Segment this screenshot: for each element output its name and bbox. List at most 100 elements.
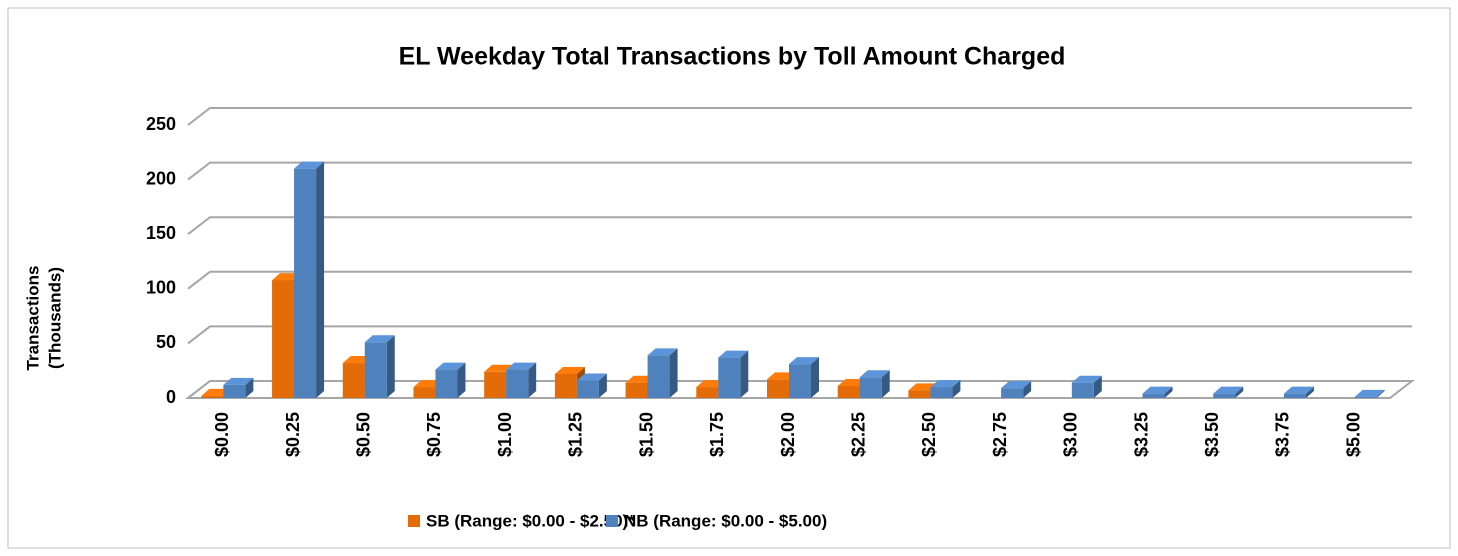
grid-line xyxy=(187,380,1412,399)
bar xyxy=(294,168,317,398)
grid-line xyxy=(187,107,1412,126)
x-tick-label: $1.75 xyxy=(707,412,727,457)
bar-side xyxy=(740,350,749,398)
bar-top xyxy=(435,362,466,370)
bar-top xyxy=(223,377,254,385)
bar-top xyxy=(576,373,607,381)
y-tick-label: 50 xyxy=(156,332,176,352)
bar xyxy=(201,395,224,398)
bar-top xyxy=(1283,386,1314,394)
y-tick-label: 0 xyxy=(166,387,176,407)
bar-top xyxy=(930,380,961,388)
bar xyxy=(342,363,365,398)
bar xyxy=(506,369,529,398)
bar-side xyxy=(1305,386,1314,398)
y-axis-label: (Thousands) xyxy=(45,267,64,369)
bar xyxy=(1071,382,1094,398)
x-tick-label: $2.50 xyxy=(919,412,939,457)
x-tick-label: $0.75 xyxy=(424,412,444,457)
y-axis-label: Transactions xyxy=(23,266,42,371)
bar-side xyxy=(881,370,890,398)
bar-side xyxy=(386,335,395,398)
bar-top xyxy=(364,335,395,343)
bar xyxy=(1001,388,1024,398)
x-tick-label: $1.00 xyxy=(495,412,515,457)
bar xyxy=(576,380,599,398)
bar-top xyxy=(859,370,890,378)
y-tick-label: 100 xyxy=(146,278,176,298)
bar xyxy=(837,385,860,398)
bar-top xyxy=(1071,375,1102,383)
bar-side xyxy=(811,357,819,398)
x-tick-label: $0.25 xyxy=(283,412,303,457)
bar xyxy=(908,390,931,398)
bar-side xyxy=(245,377,254,398)
x-tick-label: $0.00 xyxy=(212,412,232,457)
y-tick-label: 250 xyxy=(146,114,176,134)
bar-top xyxy=(1001,381,1032,389)
bar xyxy=(789,364,811,398)
x-tick-label: $3.50 xyxy=(1202,412,1222,457)
bar-top xyxy=(554,366,585,374)
bar xyxy=(625,382,648,398)
bar-side xyxy=(316,161,325,398)
bar-side xyxy=(1023,381,1032,398)
chart-border xyxy=(7,7,1451,549)
bar-side xyxy=(528,362,537,398)
bar xyxy=(435,369,458,398)
bar-top xyxy=(1142,386,1173,394)
bar-side xyxy=(1376,389,1385,398)
x-tick-label: $0.50 xyxy=(354,412,374,457)
bar xyxy=(484,371,507,398)
bar-top xyxy=(1354,389,1385,397)
legend-label: NB (Range: $0.00 - $5.00) xyxy=(624,511,827,530)
bar xyxy=(223,384,246,398)
bar xyxy=(1213,393,1236,398)
x-tick-label: $3.00 xyxy=(1061,412,1081,457)
bar-top xyxy=(1213,386,1244,394)
bar xyxy=(413,387,436,398)
grid-line xyxy=(187,161,1412,181)
bar-side xyxy=(598,373,607,398)
bar-top xyxy=(506,362,537,370)
bar xyxy=(1142,393,1165,398)
x-tick-label: $2.25 xyxy=(848,412,868,457)
bar-side xyxy=(669,348,678,398)
grid-line xyxy=(187,216,1412,235)
grid-line xyxy=(187,325,1412,345)
grid-line xyxy=(187,270,1412,290)
bar-top xyxy=(789,357,819,365)
bar xyxy=(696,387,719,398)
x-tick-label: $2.00 xyxy=(778,412,798,457)
bar xyxy=(647,355,670,398)
legend-swatch xyxy=(606,515,618,527)
bar xyxy=(272,280,295,398)
chart-title: EL Weekday Total Transactions by Toll Am… xyxy=(399,43,1066,71)
x-tick-label: $1.50 xyxy=(636,412,656,457)
bar xyxy=(554,373,577,398)
x-tick-label: $3.75 xyxy=(1273,412,1293,457)
bar-top xyxy=(718,350,749,358)
bar-side xyxy=(1235,386,1244,398)
y-tick-label: 150 xyxy=(146,223,176,243)
bar xyxy=(718,357,741,398)
x-tick-label: $1.25 xyxy=(566,412,586,457)
y-tick-label: 200 xyxy=(146,168,176,188)
x-tick-label: $3.25 xyxy=(1131,412,1151,457)
legend-swatch xyxy=(408,515,420,527)
bar xyxy=(859,377,882,398)
bar xyxy=(1354,396,1377,398)
bar xyxy=(364,342,387,398)
bar xyxy=(1283,393,1306,398)
bar-top xyxy=(294,161,325,169)
bar xyxy=(767,379,789,398)
bar xyxy=(930,387,953,398)
x-tick-label: $5.00 xyxy=(1343,412,1363,457)
bar-top xyxy=(647,348,678,356)
bar-side xyxy=(1164,386,1173,398)
bar-side xyxy=(457,362,466,398)
bar-side xyxy=(1093,375,1102,398)
x-tick-label: $2.75 xyxy=(990,412,1010,457)
bar-side xyxy=(952,380,961,398)
